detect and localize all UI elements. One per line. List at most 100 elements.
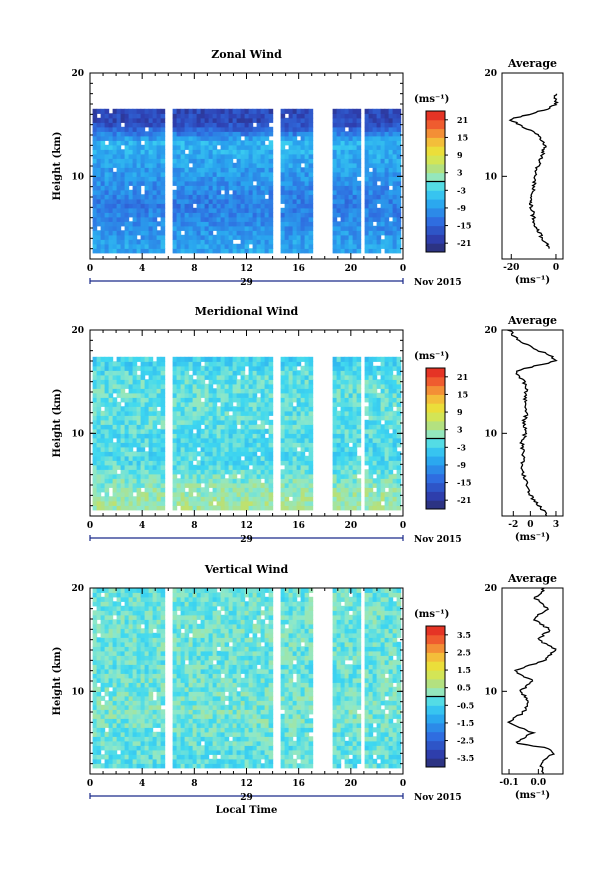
heatmap-cell xyxy=(212,437,218,443)
heatmap-cell xyxy=(208,113,214,119)
heatmap-cell xyxy=(280,221,286,227)
heatmap-cell xyxy=(100,442,106,448)
heatmap-cell xyxy=(204,207,210,213)
heatmap-cell xyxy=(240,410,246,416)
heatmap-cell xyxy=(284,248,290,254)
heatmap-cell xyxy=(200,126,206,132)
heatmap-cell xyxy=(308,230,314,236)
heatmap-cell xyxy=(184,478,190,484)
heatmap-cell xyxy=(128,745,134,751)
heatmap-cell xyxy=(332,451,338,457)
heatmap-cell xyxy=(396,397,402,403)
heatmap-cell xyxy=(192,365,198,371)
heatmap-cell xyxy=(120,763,126,769)
heatmap-cell xyxy=(236,383,242,389)
heatmap-cell xyxy=(112,695,118,701)
heatmap-cell xyxy=(156,248,162,254)
heatmap-cell xyxy=(156,140,162,146)
heatmap-cell xyxy=(100,605,106,611)
heatmap-cell xyxy=(100,668,106,674)
heatmap-cell xyxy=(96,623,102,629)
heatmap-cell xyxy=(392,158,398,164)
heatmap-cell xyxy=(332,446,338,452)
heatmap-cell xyxy=(152,455,158,461)
heatmap-cell xyxy=(372,216,378,222)
heatmap-cell xyxy=(240,370,246,376)
heatmap-cell xyxy=(332,496,338,502)
heatmap-cell xyxy=(108,221,114,227)
heatmap-cell xyxy=(92,239,98,245)
heatmap-cell xyxy=(152,135,158,141)
heatmap-cell xyxy=(132,198,138,204)
heatmap-cell xyxy=(172,460,178,466)
heatmap-cell xyxy=(352,433,358,439)
heatmap-cell xyxy=(364,356,370,362)
heatmap-cell xyxy=(180,248,186,254)
heatmap-cell xyxy=(352,248,358,254)
heatmap-cell xyxy=(104,374,110,380)
heatmap-cell xyxy=(236,153,242,159)
heatmap-cell xyxy=(112,401,118,407)
heatmap-cell xyxy=(264,374,270,380)
heatmap-cell xyxy=(92,614,98,620)
heatmap-cell xyxy=(308,469,314,475)
heatmap-cell xyxy=(108,605,114,611)
heatmap-cell xyxy=(116,230,122,236)
heatmap-cell xyxy=(204,361,210,367)
heatmap-cell xyxy=(204,203,210,209)
heatmap-cell xyxy=(104,673,110,679)
heatmap-cell xyxy=(228,437,234,443)
heatmap-cell xyxy=(240,239,246,245)
heatmap-cell xyxy=(232,473,238,479)
heatmap-cell xyxy=(92,758,98,764)
heatmap-cell xyxy=(116,460,122,466)
heatmap-cell xyxy=(244,482,250,488)
heatmap-cell xyxy=(372,469,378,475)
heatmap-cell xyxy=(392,113,398,119)
heatmap-cell xyxy=(308,113,314,119)
heatmap-cell xyxy=(344,496,350,502)
heatmap-cell xyxy=(232,406,238,412)
heatmap-cell xyxy=(380,473,386,479)
heatmap-cell xyxy=(396,361,402,367)
heatmap-cell xyxy=(104,709,110,715)
heatmap-cell xyxy=(100,365,106,371)
heatmap-cell xyxy=(156,505,162,511)
heatmap-cell xyxy=(212,428,218,434)
heatmap-cell xyxy=(172,198,178,204)
heatmap-cell xyxy=(152,131,158,137)
heatmap-cell xyxy=(216,397,222,403)
heatmap-cell xyxy=(212,126,218,132)
heatmap-cell xyxy=(244,135,250,141)
heatmap-cell xyxy=(352,415,358,421)
heatmap-cell xyxy=(120,203,126,209)
colorbar-segment xyxy=(426,181,445,191)
heatmap-cell xyxy=(232,455,238,461)
heatmap-cell xyxy=(376,140,382,146)
heatmap-cell xyxy=(92,410,98,416)
colorbar-segment xyxy=(426,473,445,484)
heatmap-cell xyxy=(244,505,250,511)
heatmap-cell xyxy=(104,442,110,448)
heatmap-cell xyxy=(392,455,398,461)
heatmap-cell xyxy=(244,176,250,182)
heatmap-cell xyxy=(144,356,150,362)
heatmap-cell xyxy=(220,108,226,114)
heatmap-cell xyxy=(252,140,258,146)
heatmap-cell xyxy=(308,135,314,141)
heatmap-cell xyxy=(184,482,190,488)
heatmap-cell xyxy=(192,505,198,511)
heatmap-cell xyxy=(100,108,106,114)
heatmap-cell xyxy=(96,722,102,728)
heatmap-cell xyxy=(156,149,162,155)
heatmap-cell xyxy=(148,248,154,254)
heatmap-cell xyxy=(344,135,350,141)
heatmap-cell xyxy=(200,469,206,475)
heatmap-cell xyxy=(384,171,390,177)
heatmap-cell xyxy=(244,392,250,398)
heatmap-cell xyxy=(300,505,306,511)
heatmap-cell xyxy=(128,428,134,434)
heatmap-cell xyxy=(348,473,354,479)
heatmap-cell xyxy=(228,365,234,371)
